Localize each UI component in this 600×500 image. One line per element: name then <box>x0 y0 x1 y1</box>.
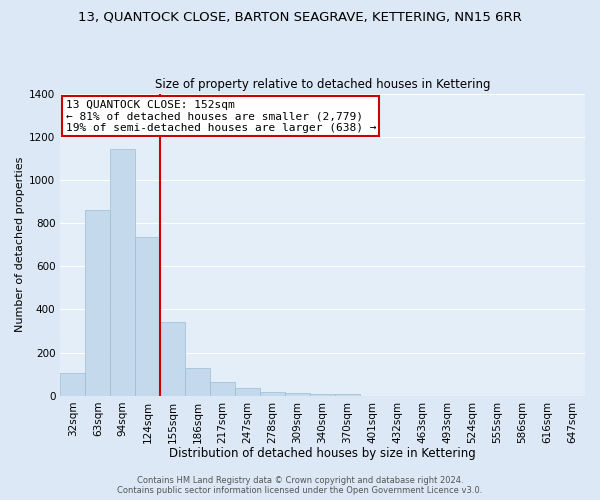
Y-axis label: Number of detached properties: Number of detached properties <box>15 157 25 332</box>
Bar <box>110 150 135 396</box>
Text: 13, QUANTOCK CLOSE, BARTON SEAGRAVE, KETTERING, NN15 6RR: 13, QUANTOCK CLOSE, BARTON SEAGRAVE, KET… <box>78 10 522 23</box>
Bar <box>135 237 160 396</box>
X-axis label: Distribution of detached houses by size in Kettering: Distribution of detached houses by size … <box>169 447 476 460</box>
Text: Contains HM Land Registry data © Crown copyright and database right 2024.
Contai: Contains HM Land Registry data © Crown c… <box>118 476 482 495</box>
Bar <box>210 382 235 396</box>
Bar <box>85 210 110 396</box>
Text: 13 QUANTOCK CLOSE: 152sqm
← 81% of detached houses are smaller (2,779)
19% of se: 13 QUANTOCK CLOSE: 152sqm ← 81% of detac… <box>65 100 376 133</box>
Bar <box>235 388 260 396</box>
Bar <box>310 394 335 396</box>
Bar <box>60 372 85 396</box>
Bar <box>160 322 185 396</box>
Bar <box>260 392 285 396</box>
Bar <box>285 392 310 396</box>
Bar <box>185 368 210 396</box>
Title: Size of property relative to detached houses in Kettering: Size of property relative to detached ho… <box>155 78 490 91</box>
Bar <box>335 394 360 396</box>
